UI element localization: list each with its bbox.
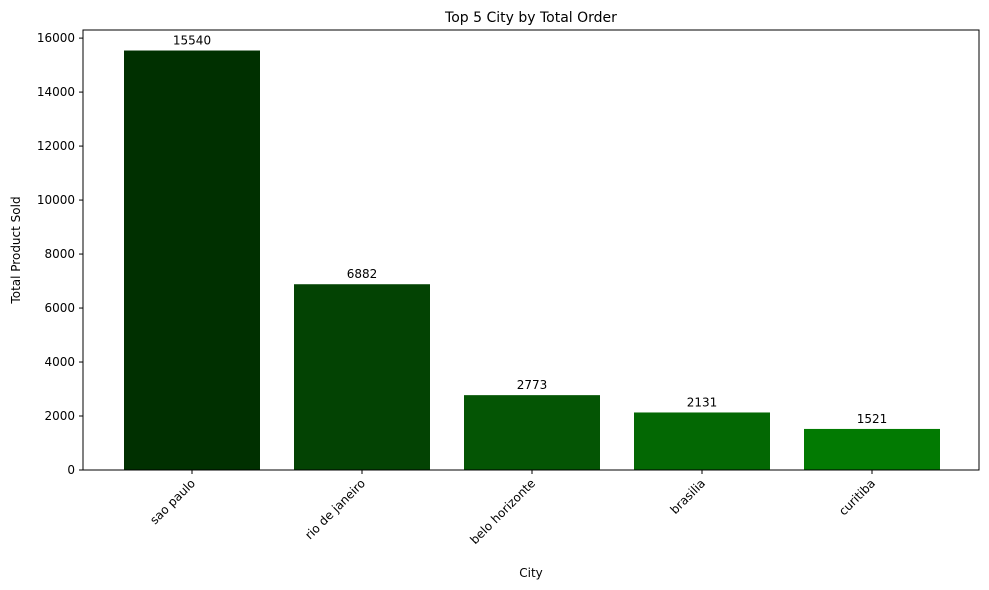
data-label-belo-horizonte: 2773 [517,378,548,392]
y-tick-label: 0 [67,463,75,477]
x-tick-label: sao paulo [147,476,198,527]
y-tick-label: 2000 [44,409,75,423]
x-tick-label: belo horizonte [467,476,538,547]
data-label-brasilia: 2131 [687,395,718,409]
y-tick-label: 4000 [44,355,75,369]
bar-brasilia [634,412,770,470]
x-tick-label: rio de janeiro [302,476,368,542]
data-labels-group: 15540 6882 2773 2131 1521 [173,34,887,426]
x-axis: sao paulo rio de janeiro belo horizonte bra… [147,470,878,547]
y-tick-label: 14000 [37,85,75,99]
x-tick-label: brasilia [667,476,708,517]
x-axis-label: City [519,566,543,580]
data-label-curitiba: 1521 [857,412,888,426]
y-tick-label: 12000 [37,139,75,153]
x-tick-label: curitiba [836,476,878,518]
bar-sao-paulo [124,50,260,470]
y-tick-label: 16000 [37,31,75,45]
y-tick-label: 6000 [44,301,75,315]
bars-group [124,50,940,470]
plot-frame [82,29,980,471]
data-label-rio-de-janeiro: 6882 [347,267,378,281]
y-axis: 0 2000 4000 6000 8000 10000 12000 14000 16000 [37,31,83,477]
y-axis-label: Total Product Sold [9,196,23,304]
bar-belo-horizonte [464,395,600,470]
y-tick-label: 8000 [44,247,75,261]
bar-rio-de-janeiro [294,284,430,470]
bar-curitiba [804,428,940,470]
y-tick-label: 10000 [37,193,75,207]
data-label-sao-paulo: 15540 [173,34,211,48]
chart-title: Top 5 City by Total Order [444,10,617,26]
